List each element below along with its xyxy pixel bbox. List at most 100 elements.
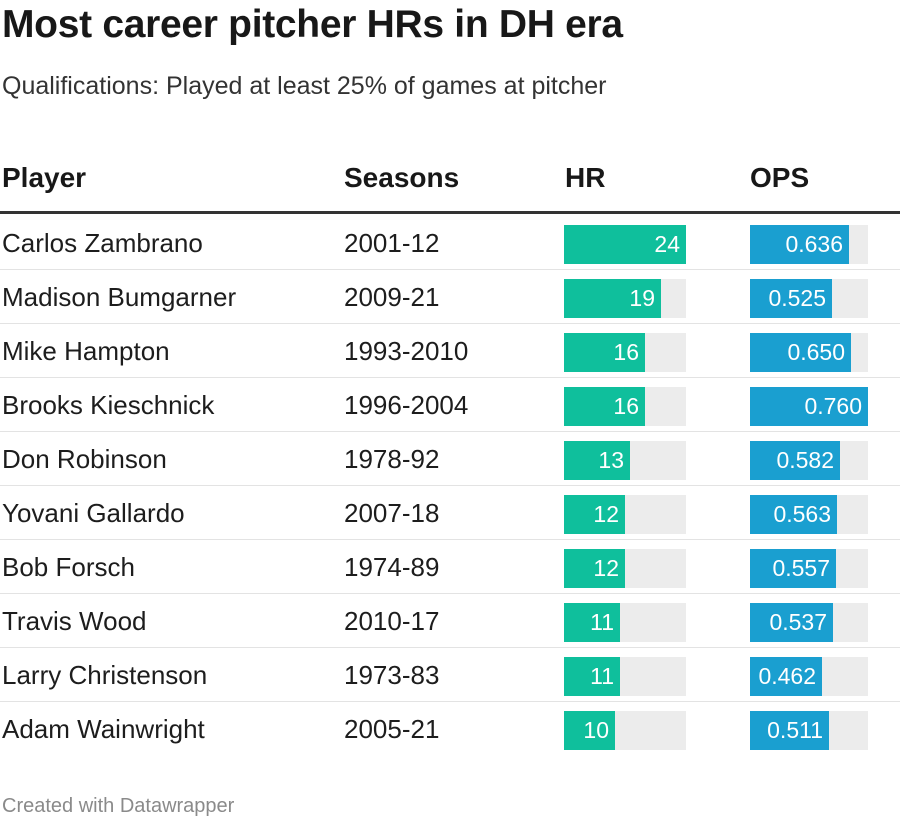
ops-bar-track: 0.511 bbox=[750, 711, 868, 750]
ops-bar bbox=[750, 549, 836, 588]
hr-value-label: 19 bbox=[629, 285, 655, 311]
ops-bar bbox=[750, 657, 822, 696]
table-row: Mike Hampton 1993-2010 16 0.650 bbox=[0, 324, 900, 378]
seasons-value: 2007-18 bbox=[344, 498, 440, 528]
player-name: Carlos Zambrano bbox=[2, 228, 203, 258]
chart-subtitle: Qualifications: Played at least 25% of g… bbox=[2, 72, 607, 100]
seasons-value: 1973-83 bbox=[344, 660, 440, 690]
seasons-value: 1978-92 bbox=[344, 444, 440, 474]
table-row: Travis Wood 2010-17 11 0.537 bbox=[0, 594, 900, 648]
ops-value-label: 0.563 bbox=[773, 501, 831, 527]
hr-bar bbox=[564, 225, 686, 264]
ops-value-label: 0.537 bbox=[769, 609, 827, 635]
player-name: Don Robinson bbox=[2, 444, 167, 474]
hr-value-label: 24 bbox=[654, 231, 680, 257]
seasons-value: 2010-17 bbox=[344, 606, 440, 636]
column-header-ops[interactable]: OPS bbox=[750, 162, 810, 193]
ops-bar-track: 0.557 bbox=[750, 549, 868, 588]
hr-bar bbox=[564, 495, 625, 534]
row-divider bbox=[0, 323, 900, 324]
table-row: Larry Christenson 1973-83 11 0.462 bbox=[0, 648, 900, 702]
ops-value-label: 0.511 bbox=[767, 717, 823, 743]
attribution-footer[interactable]: Created with Datawrapper bbox=[2, 795, 235, 817]
header-divider bbox=[0, 211, 900, 214]
hr-bar-track: 16 bbox=[564, 333, 686, 372]
table-row: Bob Forsch 1974-89 12 0.557 bbox=[0, 540, 900, 594]
ops-bar bbox=[750, 495, 837, 534]
table-row: Yovani Gallardo 2007-18 12 0.563 bbox=[0, 486, 900, 540]
hr-bar-track: 19 bbox=[564, 279, 686, 318]
player-name: Bob Forsch bbox=[2, 552, 135, 582]
ops-bar-track: 0.760 bbox=[750, 387, 868, 426]
player-name: Yovani Gallardo bbox=[2, 498, 185, 528]
ops-bar bbox=[750, 225, 849, 264]
row-divider bbox=[0, 269, 900, 270]
column-header-seasons[interactable]: Seasons bbox=[344, 162, 460, 193]
seasons-value: 2001-12 bbox=[344, 228, 440, 258]
ops-bar-track: 0.636 bbox=[750, 225, 868, 264]
table-row: Brooks Kieschnick 1996-2004 16 0.760 bbox=[0, 378, 900, 432]
ops-bar bbox=[750, 279, 832, 318]
player-name: Brooks Kieschnick bbox=[2, 390, 215, 420]
player-name: Mike Hampton bbox=[2, 336, 170, 366]
hr-bar-track: 10 bbox=[564, 711, 686, 750]
player-name: Larry Christenson bbox=[2, 660, 208, 690]
player-name: Madison Bumgarner bbox=[2, 282, 237, 312]
row-divider bbox=[0, 377, 900, 378]
hr-bar bbox=[564, 441, 630, 480]
hr-value-label: 11 bbox=[590, 609, 614, 635]
seasons-value: 1996-2004 bbox=[344, 390, 469, 420]
hr-bar bbox=[564, 657, 620, 696]
ops-value-label: 0.525 bbox=[768, 285, 826, 311]
ops-bar bbox=[750, 333, 851, 372]
ops-bar-track: 0.582 bbox=[750, 441, 868, 480]
seasons-value: 1993-2010 bbox=[344, 336, 469, 366]
hr-value-label: 12 bbox=[593, 501, 619, 527]
ops-bar-track: 0.525 bbox=[750, 279, 868, 318]
ops-value-label: 0.582 bbox=[776, 447, 834, 473]
ops-value-label: 0.760 bbox=[804, 393, 862, 419]
column-header-hr[interactable]: HR bbox=[565, 162, 606, 193]
seasons-value: 2005-21 bbox=[344, 714, 440, 744]
ops-bar-track: 0.650 bbox=[750, 333, 868, 372]
player-name: Adam Wainwright bbox=[2, 714, 205, 744]
hr-bar-track: 12 bbox=[564, 549, 686, 588]
ops-bar-track: 0.462 bbox=[750, 657, 868, 696]
hr-bar bbox=[564, 387, 645, 426]
hr-bar bbox=[564, 603, 620, 642]
hr-bar bbox=[564, 711, 615, 750]
hr-bar-track: 24 bbox=[564, 225, 686, 264]
table-row: Adam Wainwright 2005-21 10 0.511 bbox=[0, 702, 900, 756]
chart-title: Most career pitcher HRs in DH era bbox=[2, 3, 623, 46]
ops-value-label: 0.636 bbox=[785, 231, 843, 257]
hr-bar-track: 16 bbox=[564, 387, 686, 426]
hr-bar bbox=[564, 549, 625, 588]
ops-value-label: 0.462 bbox=[758, 663, 816, 689]
table-row: Madison Bumgarner 2009-21 19 0.525 bbox=[0, 270, 900, 324]
hr-value-label: 16 bbox=[613, 339, 639, 365]
hr-value-label: 16 bbox=[613, 393, 639, 419]
ops-bar bbox=[750, 603, 833, 642]
column-header-player[interactable]: Player bbox=[2, 162, 87, 193]
ops-value-label: 0.650 bbox=[787, 339, 845, 365]
table-row: Carlos Zambrano 2001-12 24 0.636 bbox=[0, 216, 900, 270]
row-divider bbox=[0, 593, 900, 594]
row-divider bbox=[0, 431, 900, 432]
hr-value-label: 13 bbox=[598, 447, 624, 473]
row-divider bbox=[0, 701, 900, 702]
row-divider bbox=[0, 539, 900, 540]
player-name: Travis Wood bbox=[2, 606, 147, 636]
hr-bar bbox=[564, 333, 645, 372]
ops-bar bbox=[750, 441, 840, 480]
ops-bar bbox=[750, 387, 868, 426]
seasons-value: 2009-21 bbox=[344, 282, 440, 312]
hr-bar-track: 12 bbox=[564, 495, 686, 534]
hr-value-label: 10 bbox=[583, 717, 609, 743]
hr-bar-track: 11 bbox=[564, 657, 686, 696]
hr-bar bbox=[564, 279, 661, 318]
hr-value-label: 12 bbox=[593, 555, 619, 581]
ops-bar-track: 0.563 bbox=[750, 495, 868, 534]
ops-bar bbox=[750, 711, 829, 750]
ops-bar-track: 0.537 bbox=[750, 603, 868, 642]
hr-value-label: 11 bbox=[590, 663, 614, 689]
